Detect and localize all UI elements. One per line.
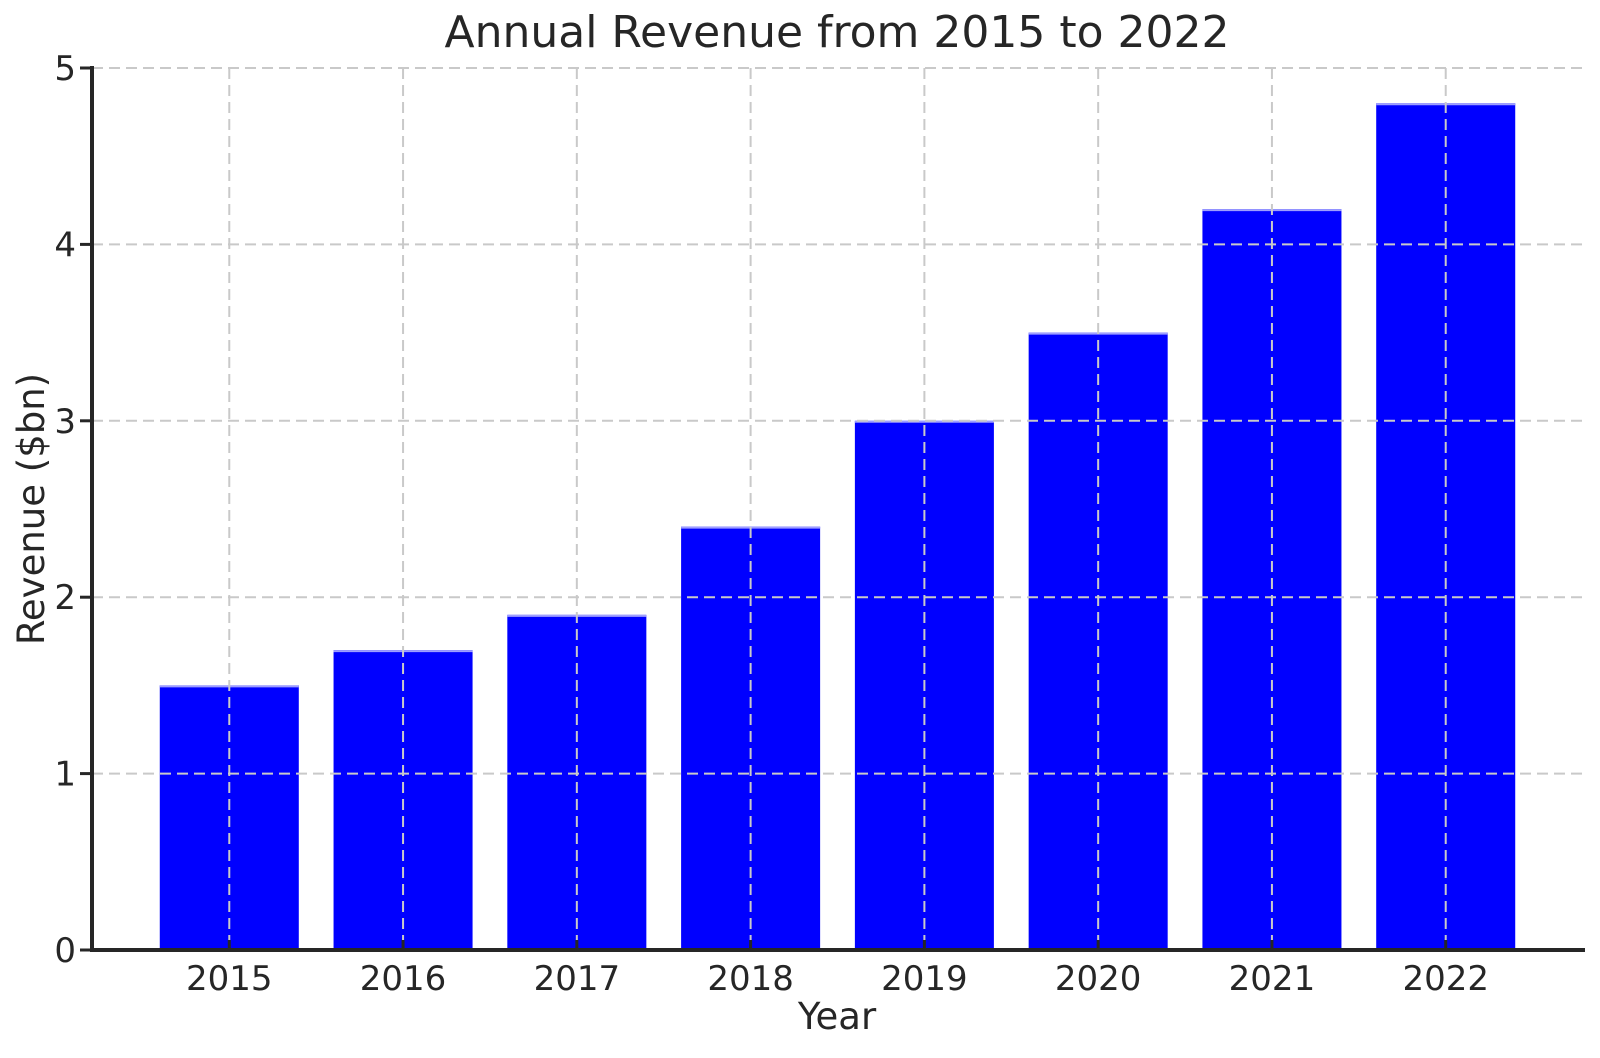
x-axis-label: Year <box>797 995 877 1038</box>
grid-layer <box>92 67 1583 950</box>
y-tick-label-3: 3 <box>54 402 76 442</box>
x-tick-label-2021: 2021 <box>1229 959 1316 999</box>
y-tick-label-1: 1 <box>54 755 76 795</box>
x-tick-label-2017: 2017 <box>534 959 621 999</box>
bars-layer <box>159 103 1516 951</box>
x-tick-label-2016: 2016 <box>360 959 447 999</box>
x-tick-label-2015: 2015 <box>186 959 273 999</box>
y-tick-label-4: 4 <box>54 225 76 265</box>
x-tick-label-2020: 2020 <box>1055 959 1142 999</box>
x-tick-label-2019: 2019 <box>881 959 968 999</box>
y-tick-label-0: 0 <box>54 931 76 971</box>
x-tick-label-2022: 2022 <box>1402 959 1489 999</box>
axis-layer <box>80 66 1585 952</box>
y-tick-label-5: 5 <box>54 49 76 89</box>
y-axis-label: Revenue ($bn) <box>10 373 53 645</box>
chart-title: Annual Revenue from 2015 to 2022 <box>444 7 1229 58</box>
y-tick-label-2: 2 <box>54 578 76 618</box>
tick-labels-layer: 0 1 2 3 4 5 2015 2016 2017 2018 2019 2020 2021 2022 <box>54 49 1489 999</box>
x-tick-label-2018: 2018 <box>707 959 794 999</box>
